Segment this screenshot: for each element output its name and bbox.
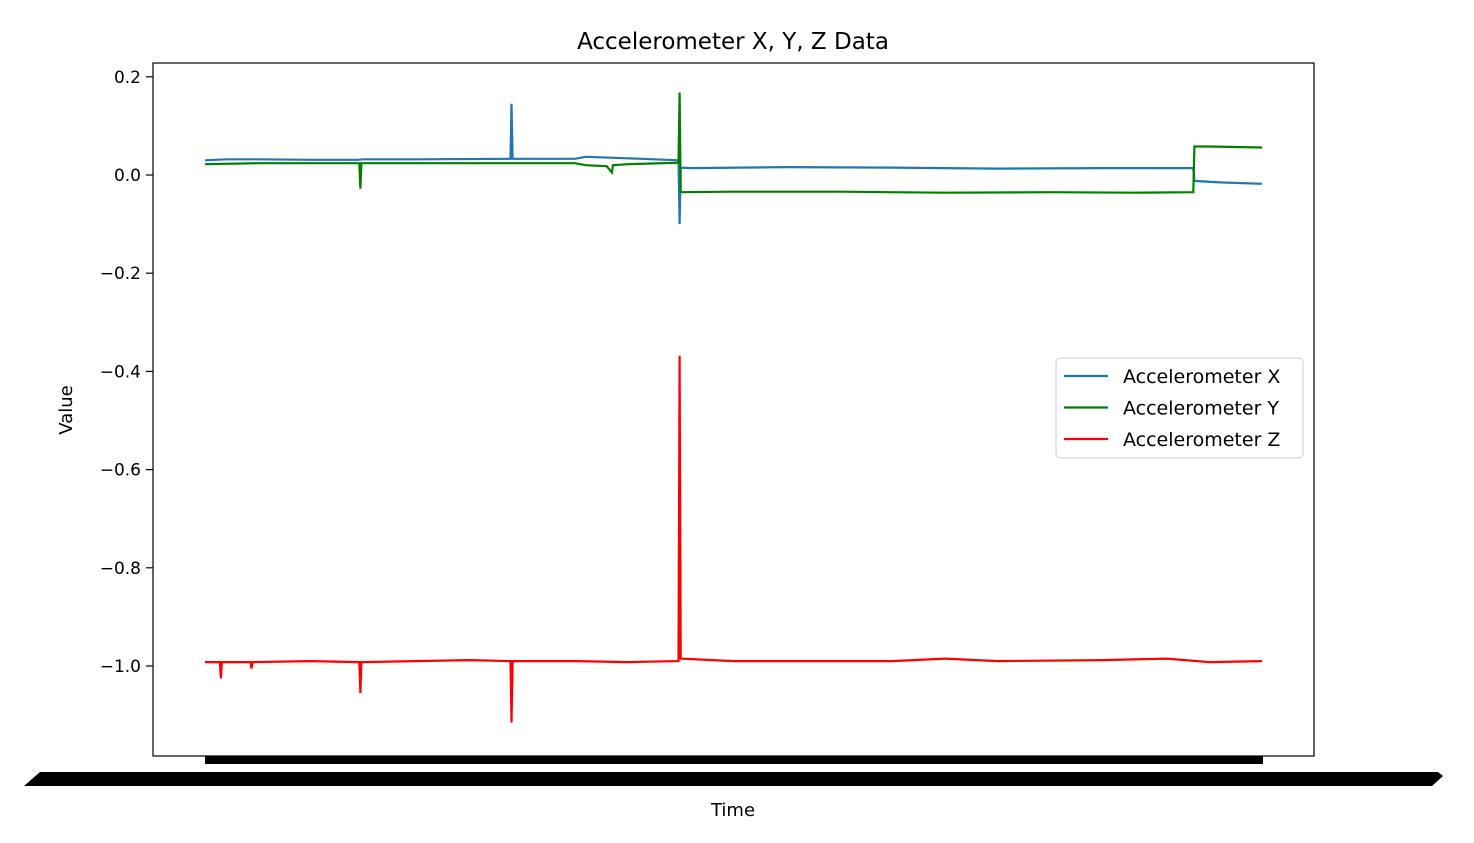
legend-label: Accelerometer X [1123,366,1280,388]
chart-title: Accelerometer X, Y, Z Data [577,29,889,55]
y-tick-label: −0.6 [100,461,141,481]
y-tick-label: −1.0 [100,657,141,677]
y-tick-label: −0.8 [100,559,141,579]
y-tick-label: −0.4 [100,362,141,382]
series-line-accelerometer-x [204,103,1263,225]
y-tick-label: 0.2 [114,68,141,88]
x-axis [24,756,1443,786]
legend: Accelerometer X Accelerometer Y Accelerome… [1055,357,1304,459]
legend-label: Accelerometer Y [1123,398,1279,420]
x-tick-labels-overlapped [24,772,1443,786]
y-tick-label: 0.0 [114,166,141,186]
y-axis: 0.2 0.0 −0.2 −0.4 −0.6 −0.8 −1.0 [100,68,153,677]
legend-label: Accelerometer Z [1123,429,1280,451]
y-tick-label: −0.2 [100,264,141,284]
series-layer [204,92,1263,723]
series-line-accelerometer-y [204,92,1263,194]
legend-box [1055,357,1304,459]
x-axis-label: Time [710,800,755,821]
y-axis-label: Value [56,385,77,434]
series-line-accelerometer-z [205,355,1263,723]
x-tick-marks-band [205,756,1263,764]
